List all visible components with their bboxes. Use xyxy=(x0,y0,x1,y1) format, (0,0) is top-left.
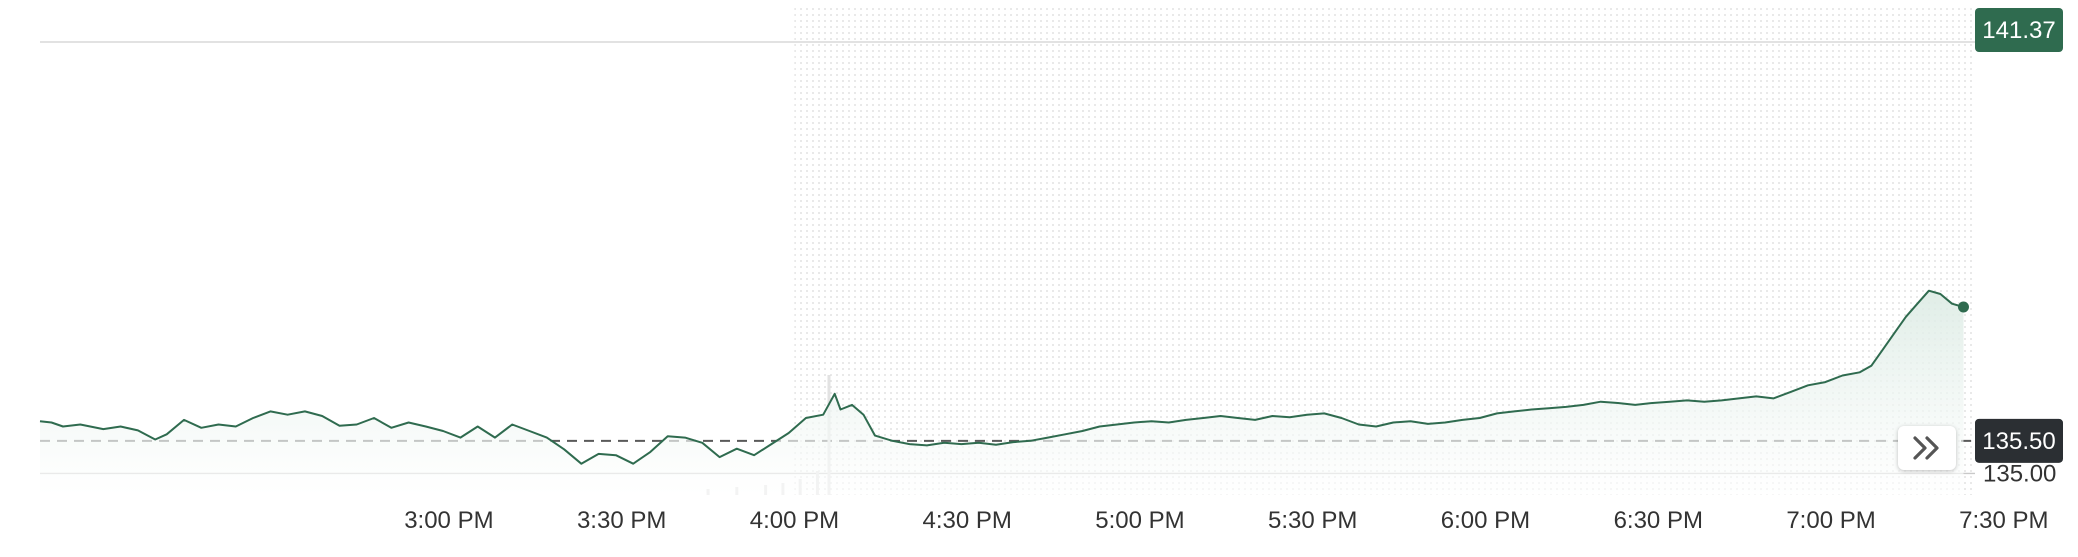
price-area xyxy=(40,290,1964,495)
scroll-to-latest-button[interactable] xyxy=(1898,426,1956,470)
x-tick-label: 5:30 PM xyxy=(1268,507,1357,534)
last-price-badge: 141.37 xyxy=(1975,8,2063,52)
y-tick-label: 135.00 xyxy=(1983,460,2056,487)
x-tick-label: 6:00 PM xyxy=(1441,507,1530,534)
x-tick-label: 7:30 PM xyxy=(1959,507,2048,534)
x-tick-label: 5:00 PM xyxy=(1095,507,1184,534)
last-price-dot xyxy=(1957,301,1969,313)
x-tick-label: 3:30 PM xyxy=(577,507,666,534)
x-tick-label: 6:30 PM xyxy=(1614,507,1703,534)
price-line xyxy=(39,289,1964,465)
x-tick-label: 7:00 PM xyxy=(1786,507,1875,534)
x-tick-label: 4:00 PM xyxy=(750,507,839,534)
x-tick-label: 4:30 PM xyxy=(922,507,1011,534)
x-tick-label: 3:00 PM xyxy=(404,507,493,534)
last-price-label: 141.37 xyxy=(1982,17,2055,44)
x-axis: 3:00 PM 3:30 PM 4:00 PM 4:30 PM 5:00 PM 5:30 … xyxy=(404,507,2048,534)
reference-price-label: 135.50 xyxy=(1982,428,2055,455)
reference-price-badge: 135.50 xyxy=(1975,418,2063,463)
y-axis: 135.00 xyxy=(1983,460,2056,487)
double-chevron-right-icon xyxy=(1913,436,1939,460)
